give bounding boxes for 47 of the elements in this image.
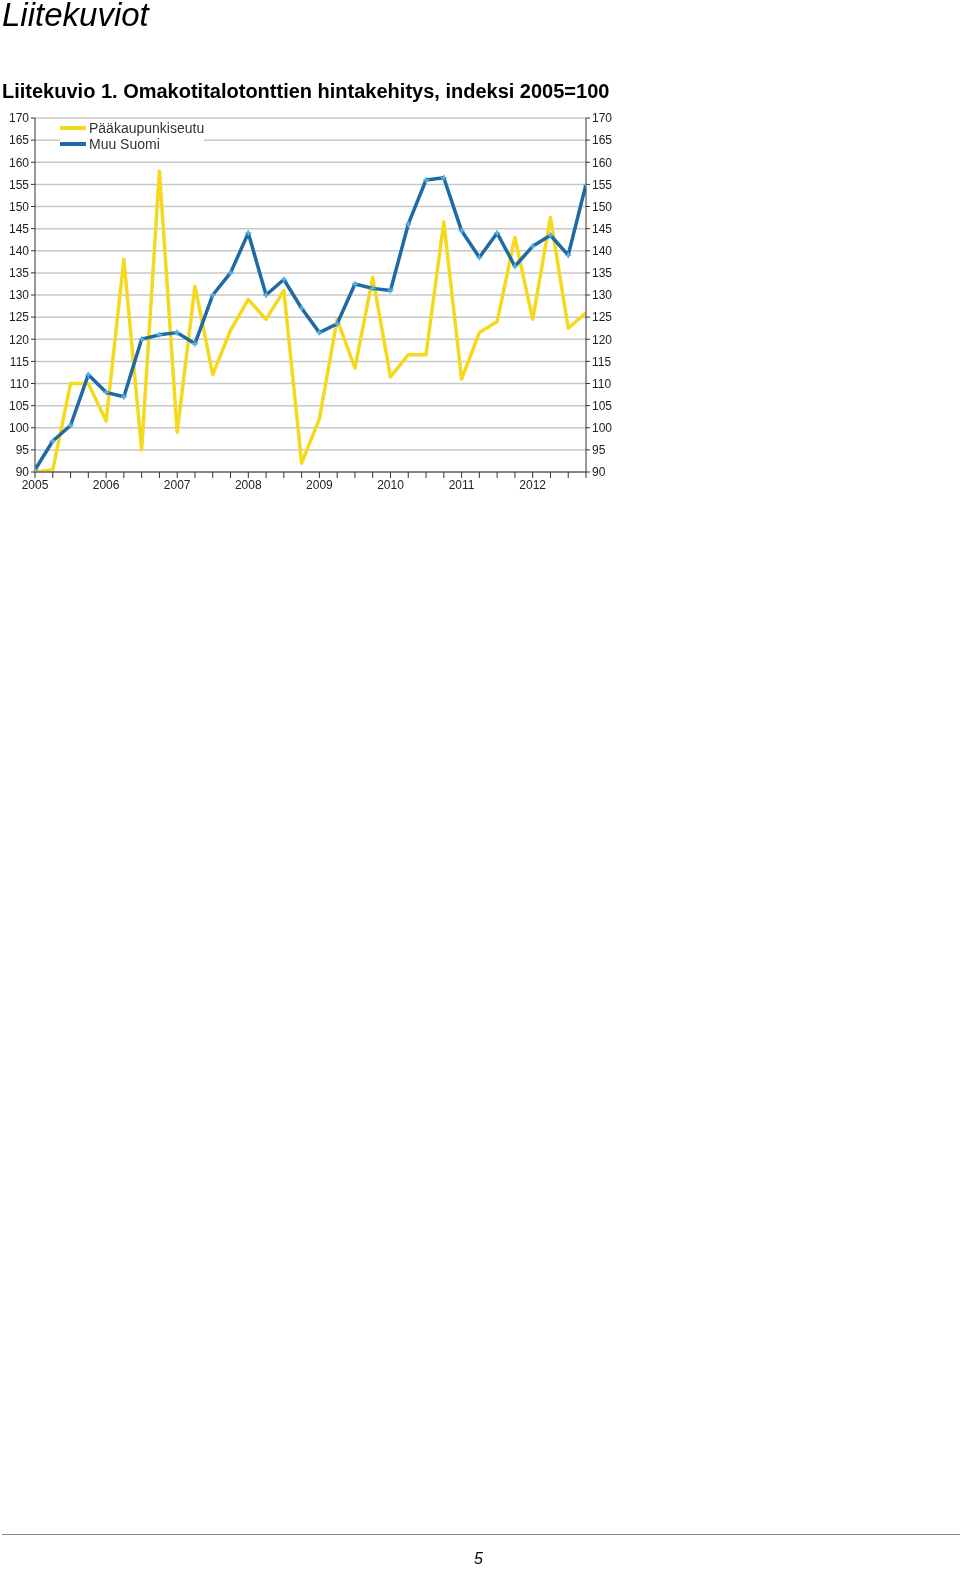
y2-tick-label: 170: [592, 111, 613, 126]
y2-tick-label: 125: [592, 310, 613, 325]
legend-label: Muu Suomi: [89, 136, 160, 152]
y2-tick-label: 160: [592, 155, 613, 170]
legend-label: Pääkaupunkiseutu: [89, 120, 205, 136]
y-tick-label: 155: [8, 177, 30, 192]
y2-tick-label: 165: [592, 133, 613, 148]
y-tick-label: 145: [8, 221, 30, 236]
x-tick-label: 2007: [163, 477, 191, 492]
y2-tick-label: 155: [592, 177, 613, 192]
y-tick-label: 140: [8, 244, 30, 259]
chart-title: Liitekuvio 1. Omakotitalotonttien hintakehitys, indeksi 2005=100: [2, 80, 610, 103]
y-tick-label: 105: [8, 398, 30, 413]
y2-tick-label: 140: [592, 244, 613, 259]
text: Liitekuviot: [2, 0, 149, 34]
y2-tick-label: 110: [592, 376, 612, 391]
x-tick-label: 2010: [377, 477, 405, 492]
x-tick-label: 2008: [234, 477, 262, 492]
x-tick-label: 2009: [306, 477, 334, 492]
text: 5: [474, 1550, 483, 1568]
y2-tick-label: 120: [592, 332, 613, 347]
y2-tick-label: 130: [592, 288, 613, 303]
y-tick-label: 135: [8, 266, 30, 281]
y-tick-label: 150: [8, 199, 30, 214]
y-tick-label: 170: [8, 111, 30, 126]
y2-tick-label: 135: [592, 266, 613, 281]
y-tick-label: 160: [8, 155, 30, 170]
y2-tick-label: 145: [592, 221, 613, 236]
y-tick-label: 95: [15, 443, 30, 458]
y2-tick-label: 105: [592, 398, 613, 413]
y-tick-label: 165: [8, 133, 30, 148]
x-tick-label: 2012: [519, 477, 547, 492]
y2-tick-label: 100: [592, 421, 613, 436]
y-tick-label: 125: [8, 310, 30, 325]
y2-tick-label: 115: [592, 354, 612, 369]
y-tick-label: 115: [9, 354, 30, 369]
y2-tick-label: 150: [592, 199, 613, 214]
y2-tick-label: 95: [592, 443, 606, 458]
x-tick-label: 2006: [92, 477, 120, 492]
x-tick-label: 2005: [21, 477, 49, 492]
y-tick-label: 100: [8, 421, 30, 436]
x-tick-label: 2011: [448, 477, 475, 492]
y-tick-label: 90: [15, 465, 30, 480]
y-tick-label: 130: [8, 288, 30, 303]
y-tick-label: 120: [8, 332, 30, 347]
y-tick-label: 110: [9, 376, 30, 391]
y2-tick-label: 90: [592, 465, 606, 480]
